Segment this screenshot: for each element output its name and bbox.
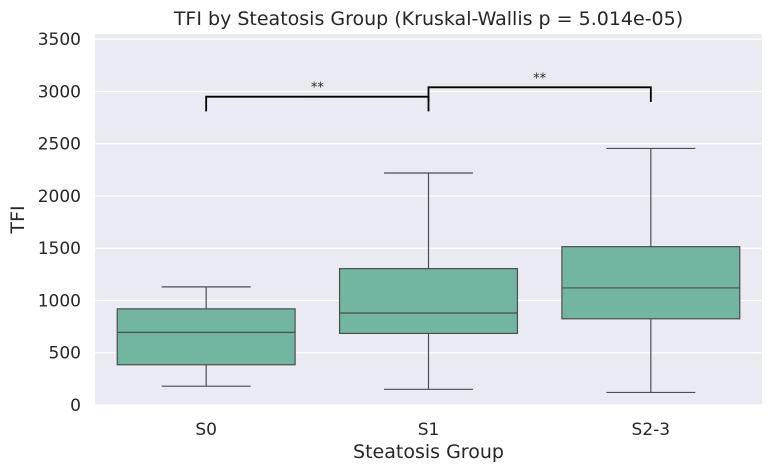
box-S2-3	[561, 147, 741, 394]
significance-label: **	[533, 71, 547, 86]
box-iqr	[561, 246, 741, 320]
y-tick-label: 2500	[38, 135, 81, 155]
significance-label: **	[311, 81, 325, 96]
significance-bracket: **	[427, 71, 652, 102]
x-axis-ticks: S0 S1 S2-3	[195, 420, 670, 440]
significance-annotations: ** **	[205, 71, 652, 112]
box-S0	[116, 286, 296, 387]
y-axis-ticks: 0 500 1000 1500 2000 2500 3000 3500	[38, 30, 81, 416]
y-axis-label: TFI	[7, 205, 29, 234]
significance-bracket: **	[205, 81, 430, 112]
y-tick-label: 1500	[38, 239, 81, 259]
x-tick-label: S2-3	[632, 420, 671, 440]
chart-title: TFI by Steatosis Group (Kruskal-Wallis p…	[173, 8, 683, 30]
y-tick-label: 3000	[38, 82, 81, 102]
bracket-line	[427, 86, 652, 102]
box-iqr	[338, 268, 519, 335]
y-tick-label: 1000	[38, 291, 81, 311]
x-tick-label: S0	[195, 420, 217, 440]
y-tick-label: 2000	[38, 187, 81, 207]
y-tick-label: 3500	[38, 30, 81, 50]
x-tick-label: S1	[418, 420, 440, 440]
box-iqr	[116, 308, 296, 366]
x-axis-label: Steatosis Group	[353, 441, 504, 463]
y-tick-label: 500	[49, 344, 81, 364]
y-tick-label: 0	[70, 396, 81, 416]
box-series	[116, 147, 741, 394]
bracket-line	[205, 95, 430, 112]
box-S1	[338, 172, 519, 390]
